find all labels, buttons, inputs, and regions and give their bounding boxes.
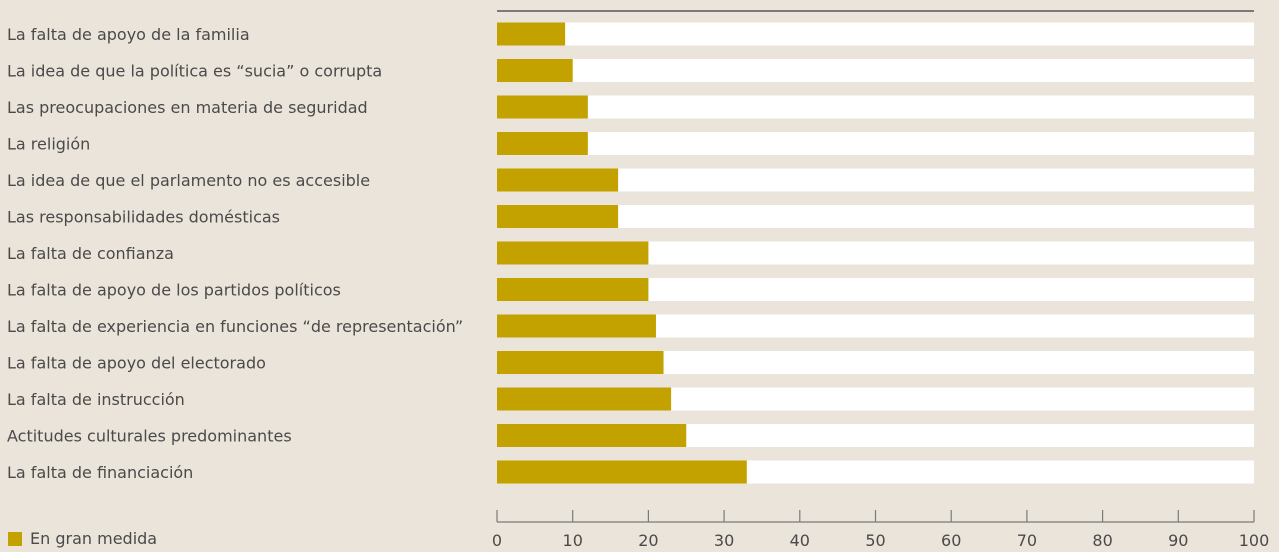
- legend-swatch: [8, 531, 22, 546]
- bar: [497, 95, 588, 119]
- x-axis: 0 10 20 30 40 50 60 70 80 90 100: [492, 510, 1269, 550]
- bar: [497, 241, 649, 265]
- bar-track: [497, 278, 1254, 301]
- x-tick-label: 80: [1092, 531, 1112, 550]
- category-label: La falta de apoyo de la familia: [7, 25, 250, 44]
- category-label: La religión: [7, 135, 90, 154]
- category-label: La falta de apoyo de los partidos políti…: [7, 281, 341, 300]
- bar-track: [497, 22, 1254, 46]
- x-tick-label: 10: [563, 531, 583, 550]
- bar-track: [497, 95, 1254, 119]
- bar: [497, 22, 566, 46]
- bar-track: [497, 168, 1254, 192]
- bar: [497, 59, 573, 82]
- category-label: La falta de instrucción: [7, 390, 185, 409]
- category-label: La idea de que el parlamento no es acces…: [7, 171, 370, 190]
- x-tick-label: 100: [1239, 531, 1270, 550]
- bar-track: [497, 351, 1254, 374]
- bar: [497, 132, 588, 155]
- x-tick-label: 30: [714, 531, 734, 550]
- bar: [497, 168, 619, 192]
- bar-track: [497, 59, 1254, 82]
- bars-group: [497, 22, 1254, 484]
- category-label: La falta de financiación: [7, 463, 193, 482]
- x-tick-label: 90: [1168, 531, 1188, 550]
- x-tick-label: 70: [1017, 531, 1037, 550]
- bar: [497, 314, 656, 338]
- bar: [497, 460, 747, 484]
- legend-label: En gran medida: [30, 529, 158, 548]
- legend: En gran medida: [8, 529, 157, 548]
- category-label: La falta de confianza: [7, 244, 174, 263]
- x-tick-label: 50: [865, 531, 885, 550]
- category-label: La falta de apoyo del electorado: [7, 354, 266, 373]
- category-labels-group: La falta de apoyo de la familia La idea d…: [7, 25, 463, 482]
- bar: [497, 205, 619, 228]
- category-label: La idea de que la política es “sucia” o …: [7, 62, 382, 81]
- bar-track: [497, 205, 1254, 228]
- category-label: Las responsabilidades domésticas: [7, 208, 280, 227]
- x-tick-label: 20: [638, 531, 658, 550]
- x-tick-label: 60: [941, 531, 961, 550]
- x-tick-label: 0: [492, 531, 502, 550]
- bar: [497, 424, 687, 447]
- bar-track: [497, 132, 1254, 155]
- bar-track: [497, 314, 1254, 338]
- bar: [497, 351, 664, 374]
- x-tick-label: 40: [790, 531, 810, 550]
- category-label: La falta de experiencia en funciones “de…: [7, 317, 463, 336]
- bar-track: [497, 387, 1254, 411]
- bar: [497, 387, 672, 411]
- bar: [497, 278, 649, 301]
- bar-track: [497, 241, 1254, 265]
- category-label: Actitudes culturales predominantes: [7, 427, 292, 446]
- category-label: Las preocupaciones en materia de segurid…: [7, 98, 368, 117]
